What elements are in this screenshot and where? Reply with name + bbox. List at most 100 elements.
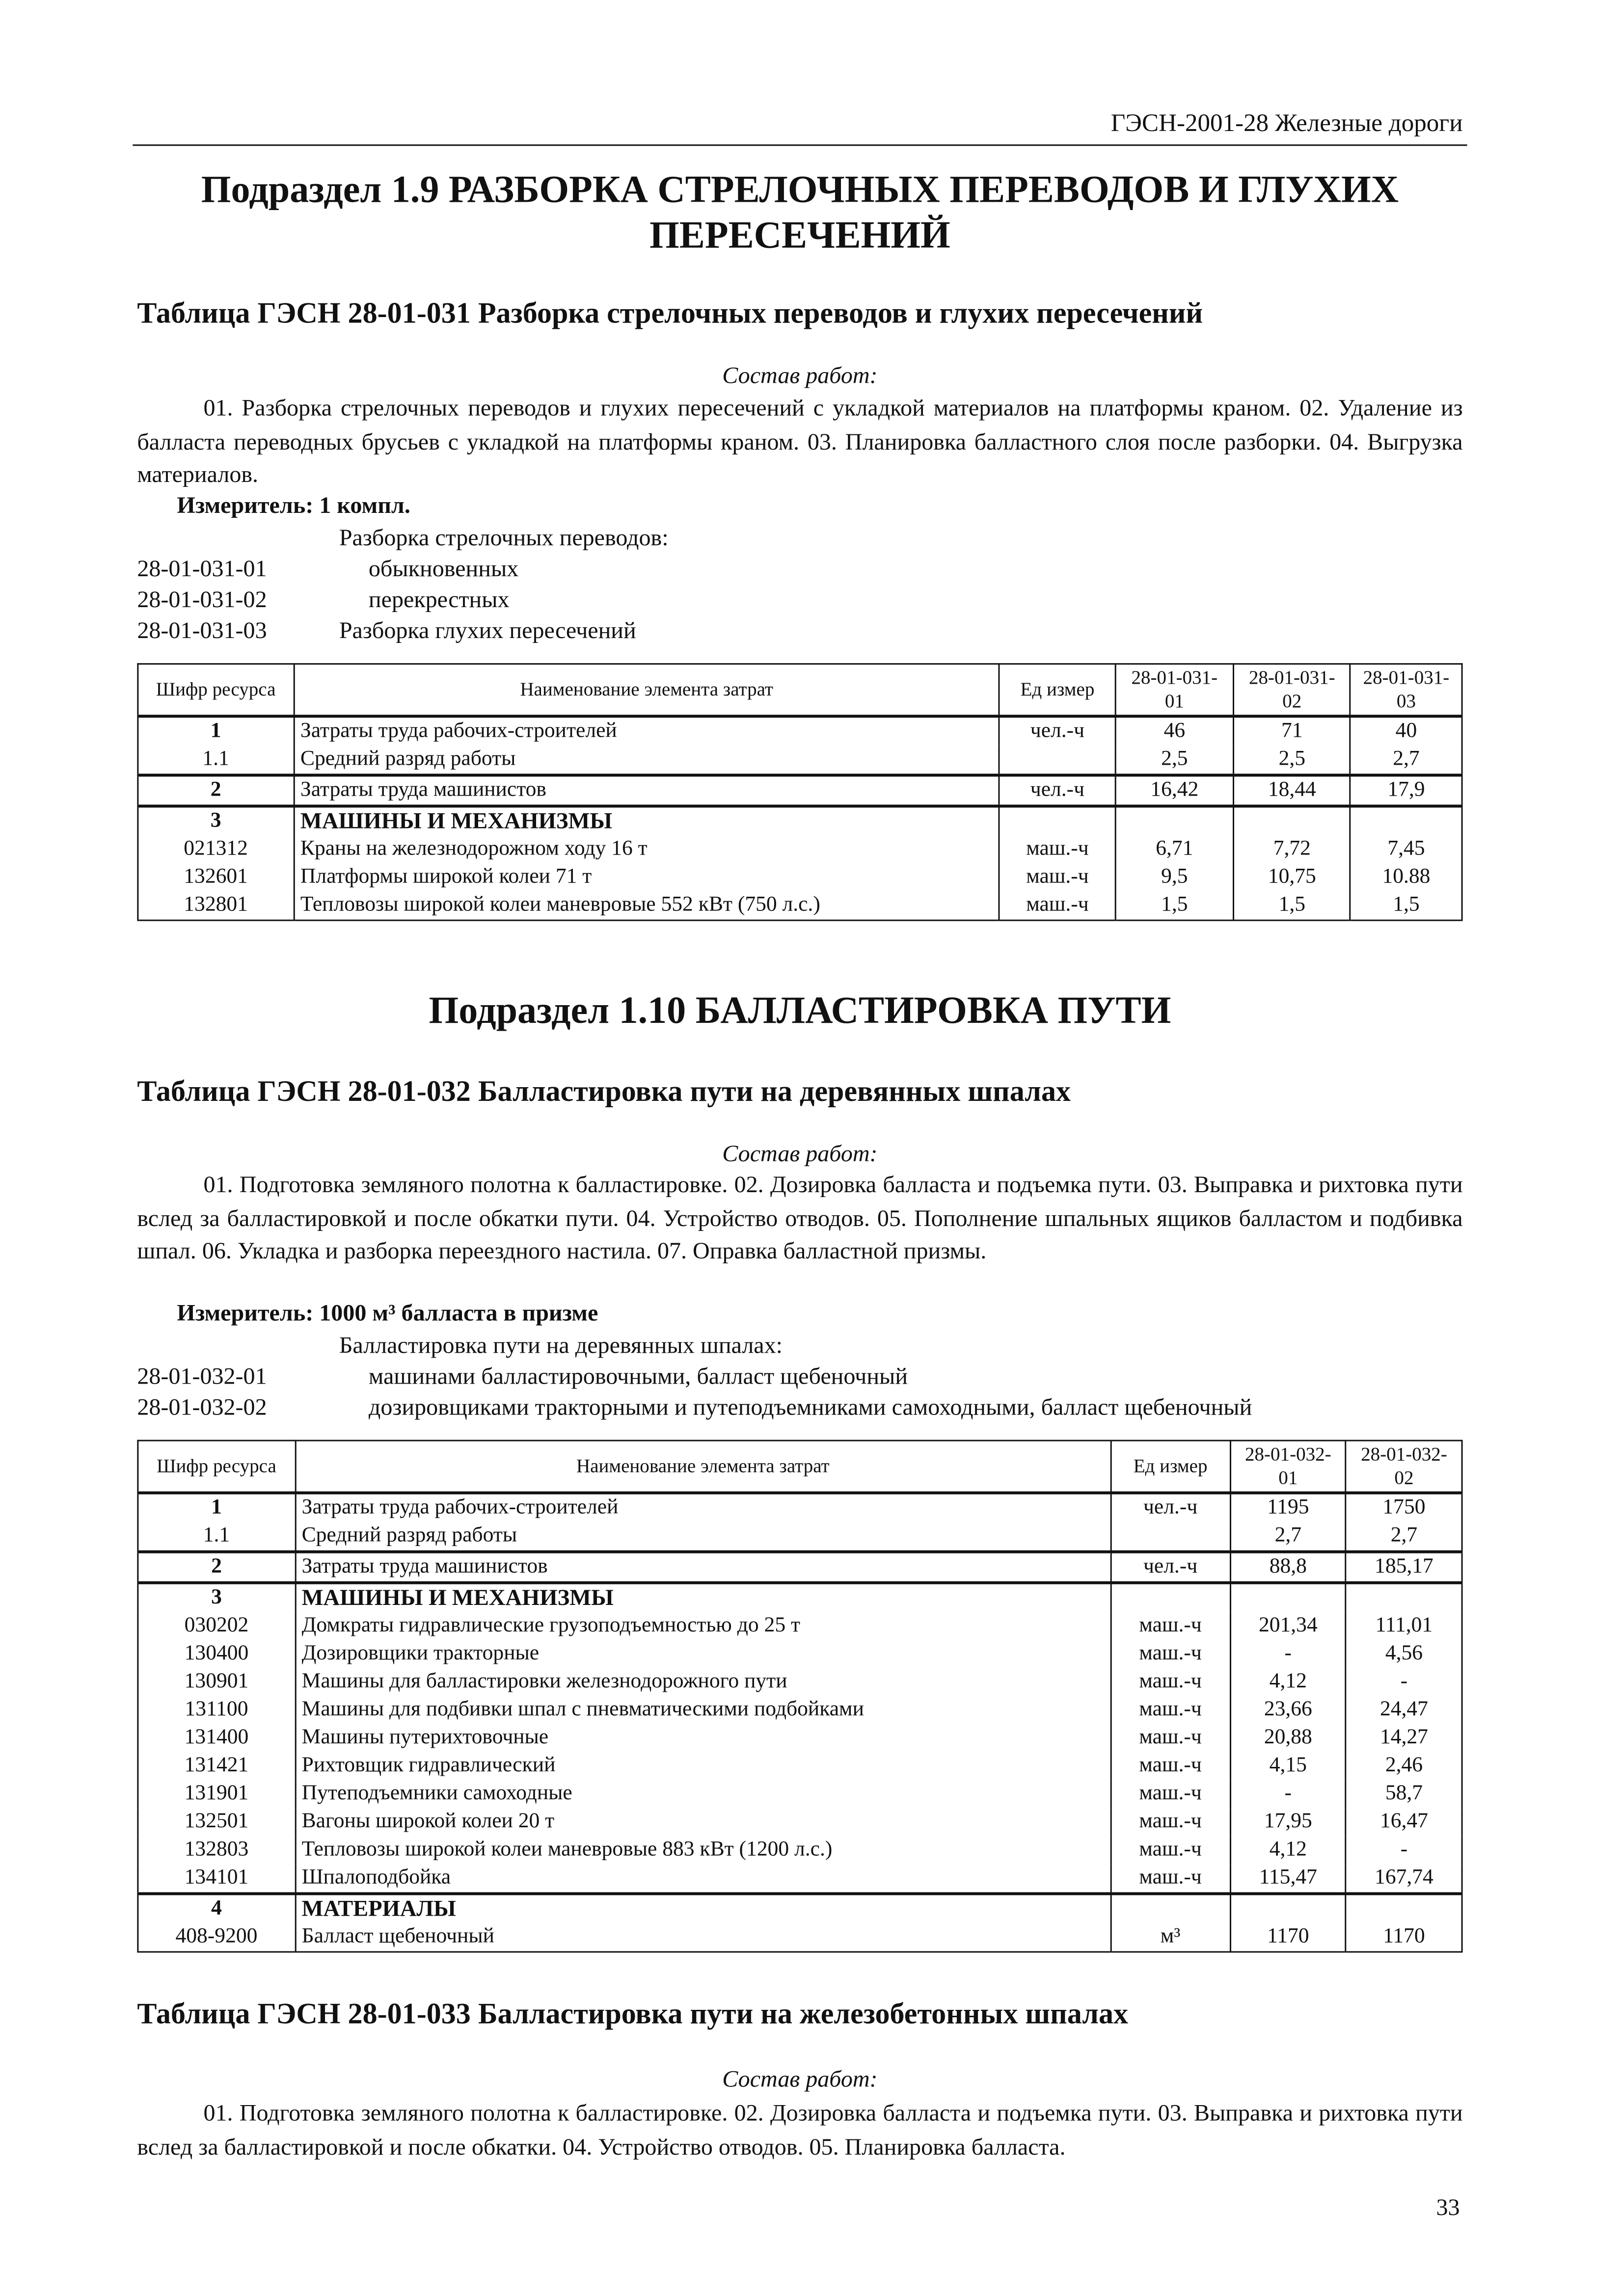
header-rule	[133, 144, 1467, 146]
resource-code-cell: 4	[137, 1894, 296, 1923]
resource-code-cell: 131400	[137, 1724, 296, 1753]
unit-cell	[1109, 1582, 1231, 1612]
value-cell: 1,5	[1114, 891, 1235, 921]
unit-cell	[999, 746, 1116, 775]
cost-element-cell: Краны на железнодорожном ходу 16 т	[293, 835, 1000, 864]
value-cell	[1229, 1894, 1347, 1923]
running-header: ГЭСН-2001-28 Железные дороги	[1110, 109, 1463, 137]
resource-code-cell: 132803	[137, 1836, 296, 1865]
resource-code-cell: 131100	[137, 1696, 296, 1725]
measure-unit: Измеритель: 1 компл.	[177, 493, 410, 519]
value-cell: 2,5	[1114, 746, 1235, 775]
unit-cell: маш.-ч	[1109, 1752, 1231, 1781]
value-cell: 1,5	[1350, 891, 1463, 921]
value-cell: 201,34	[1229, 1612, 1347, 1640]
resource-code-cell: 408-9200	[137, 1923, 296, 1952]
page-number: 33	[1436, 2195, 1460, 2221]
value-cell	[1233, 806, 1352, 836]
resource-code-cell: 1	[137, 716, 295, 746]
unit-cell: чел.-ч	[999, 775, 1116, 806]
table-row: 131901 Путеподъемники самоходные маш.-ч -58…	[137, 1780, 1463, 1809]
cost-element-cell: Тепловозы широкой колеи маневровые 883 к…	[294, 1836, 1111, 1865]
work-composition-label: Состав работ:	[722, 2067, 878, 2093]
row-group: 2 Затраты труда машинистов чел.-ч 88,8 185,1…	[137, 1551, 1463, 1583]
resource-table-032: Шифр ресурса Наименование элемента затрат…	[137, 1440, 1463, 1953]
work-composition-text: 01. Разборка стрелочных переводов и глух…	[137, 396, 1463, 488]
value-cell: -	[1229, 1780, 1347, 1809]
table-row: 2 Затраты труда машинистов чел.-ч 16,42 18,4…	[137, 775, 1463, 806]
resource-code-cell: 2	[137, 1551, 296, 1583]
work-composition-label: Состав работ:	[722, 364, 878, 389]
row-group: 1 Затраты труда рабочих-строителей чел.-ч 4…	[137, 716, 1463, 775]
value-cell: 1170	[1345, 1923, 1463, 1952]
column-header: Шифр ресурса	[137, 1440, 296, 1494]
resource-code-cell: 132601	[137, 863, 295, 892]
cost-element-cell: Затраты труда машинистов	[293, 775, 1000, 806]
resource-code-cell: 1	[137, 1493, 296, 1522]
value-cell: 24,47	[1345, 1696, 1463, 1725]
value-cell: 46	[1114, 716, 1235, 746]
code: 28-01-032-01	[137, 1364, 267, 1390]
value-cell	[1345, 1894, 1463, 1923]
unit-cell	[1109, 1894, 1231, 1923]
cost-element-cell: Машины для балластировки железнодорожног…	[294, 1668, 1111, 1696]
value-cell: 4,56	[1345, 1640, 1463, 1668]
unit-cell: чел.-ч	[1109, 1551, 1231, 1583]
list-item: перекрестных	[368, 588, 510, 614]
row-group: 3 МАШИНЫ И МЕХАНИЗМЫ 030202 Домкраты гидрав…	[137, 1582, 1463, 1894]
cost-element-cell: Средний разряд работы	[294, 1522, 1111, 1552]
table-row: 131100 Машины для подбивки шпал с пневмат…	[137, 1696, 1463, 1725]
code: 28-01-032-02	[137, 1395, 267, 1421]
value-cell: 16,47	[1345, 1808, 1463, 1837]
unit-cell: маш.-ч	[999, 835, 1116, 864]
column-header: Ед измер	[999, 663, 1116, 717]
value-cell	[1345, 1582, 1463, 1612]
table-row: 1 Затраты труда рабочих-строителей чел.-ч 4…	[137, 716, 1463, 746]
section-title: Подраздел 1.9 РАЗБОРКА СТРЕЛОЧНЫХ ПЕРЕВО…	[201, 168, 1399, 257]
resource-code-cell: 130400	[137, 1640, 296, 1668]
list-item: дозировщиками тракторными и путеподъемни…	[368, 1395, 1252, 1421]
value-cell: 14,27	[1345, 1724, 1463, 1753]
table-row: 131421 Рихтовщик гидравлический маш.-ч 4,15…	[137, 1752, 1463, 1781]
resource-code-cell: 134101	[137, 1864, 296, 1894]
unit-cell: маш.-ч	[1109, 1780, 1231, 1809]
table-row: 3 МАШИНЫ И МЕХАНИЗМЫ	[137, 1582, 1463, 1612]
value-cell: 18,44	[1233, 775, 1352, 806]
unit-cell: чел.-ч	[1109, 1493, 1231, 1522]
value-cell: -	[1345, 1668, 1463, 1696]
resource-code-cell: 030202	[137, 1612, 296, 1640]
value-cell: 4,12	[1229, 1668, 1347, 1696]
value-cell: 17,9	[1350, 775, 1463, 806]
resource-code-cell: 3	[137, 1582, 296, 1612]
table-row: 1.1 Средний разряд работы 2,5 2,5 2,7	[137, 746, 1463, 775]
resource-code-cell: 021312	[137, 835, 295, 864]
table-032-title: Таблица ГЭСН 28-01-032 Балластировка пут…	[137, 1075, 1071, 1108]
value-cell: 20,88	[1229, 1724, 1347, 1753]
value-cell: 9,5	[1114, 863, 1235, 892]
list-item: Разборка глухих пересечений	[339, 619, 636, 644]
work-composition-label: Состав работ:	[722, 1142, 878, 1168]
list-group-label: Разборка стрелочных переводов:	[339, 526, 669, 551]
list-item: машинами балластировочными, балласт щебе…	[368, 1364, 908, 1390]
column-header: 28-01-032-01	[1229, 1440, 1347, 1494]
unit-cell: маш.-ч	[1109, 1724, 1231, 1753]
table-row: 131400 Машины путерихтовочные маш.-ч 20,88 1…	[137, 1724, 1463, 1753]
cost-element-cell: Шпалоподбойка	[294, 1864, 1111, 1894]
value-cell	[1114, 806, 1235, 836]
cost-element-cell: МАШИНЫ И МЕХАНИЗМЫ	[293, 806, 1000, 836]
row-group: 4 МАТЕРИАЛЫ 408-9200 Балласт щебеночный м³ 11…	[137, 1894, 1463, 1952]
table-031-title: Таблица ГЭСН 28-01-031 Разборка стрелочн…	[137, 297, 1203, 330]
value-cell	[1229, 1582, 1347, 1612]
value-cell: 1170	[1229, 1923, 1347, 1952]
resource-code-cell: 132801	[137, 891, 295, 921]
cost-element-cell: Дозировщики тракторные	[294, 1640, 1111, 1668]
value-cell: 4,15	[1229, 1752, 1347, 1781]
unit-cell: чел.-ч	[999, 716, 1116, 746]
value-cell: 1195	[1229, 1493, 1347, 1522]
table-033-title: Таблица ГЭСН 28-01-033 Балластировка пут…	[137, 1998, 1129, 2031]
column-header: 28-01-031-01	[1114, 663, 1235, 717]
code: 28-01-031-02	[137, 588, 267, 614]
table-row: 030202 Домкраты гидравлические грузоподъе…	[137, 1612, 1463, 1640]
value-cell: 1,5	[1233, 891, 1352, 921]
